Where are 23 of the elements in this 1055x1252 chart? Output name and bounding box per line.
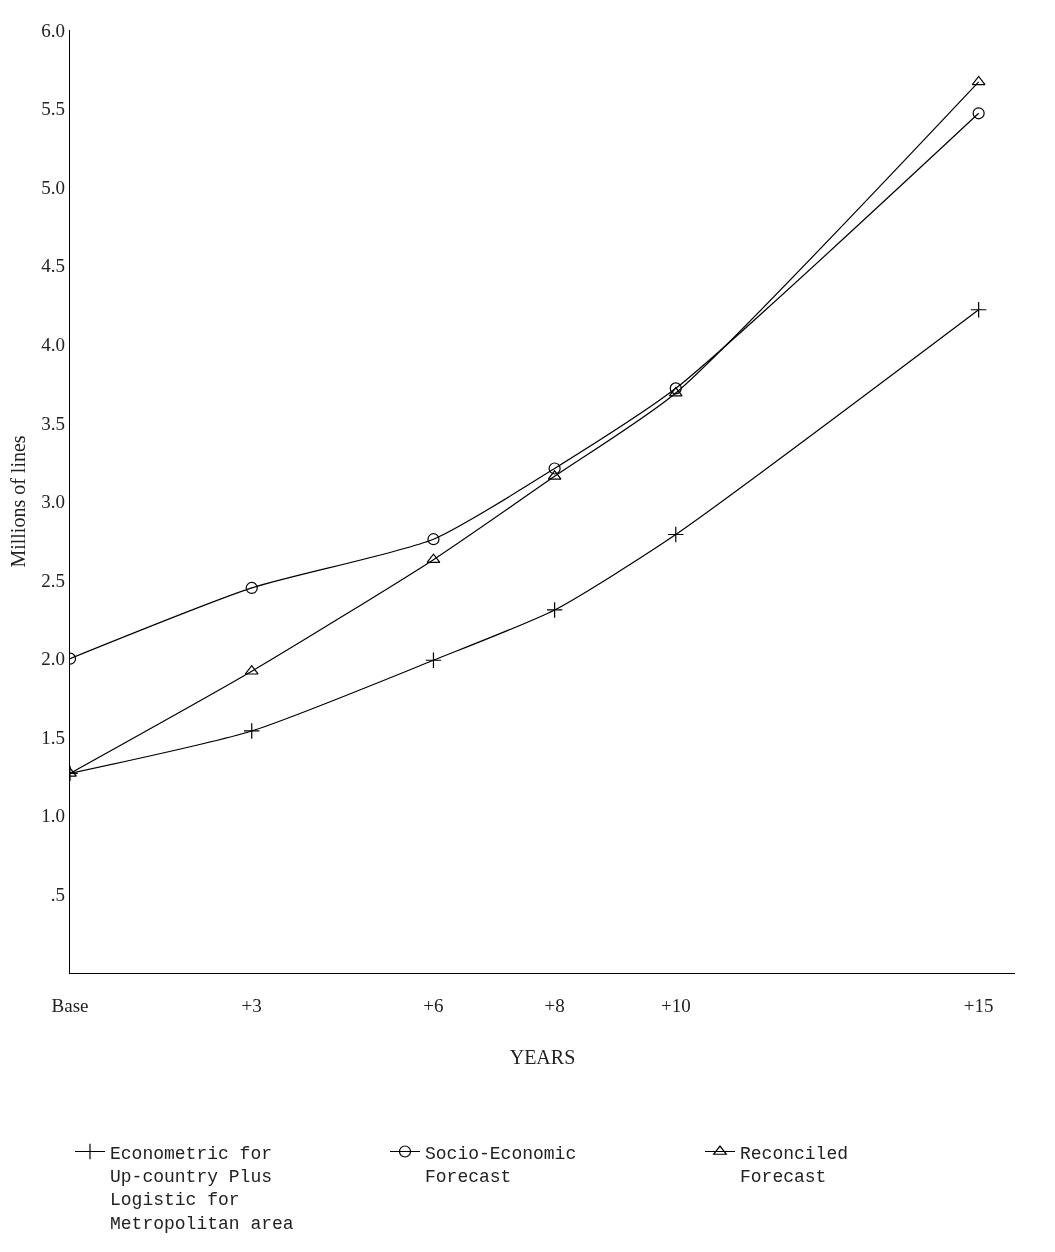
y-tick-label: 5.0 bbox=[41, 176, 66, 198]
x-tick-label: +6 bbox=[423, 994, 444, 1016]
legend-label: Econometric for Up-country Plus Logistic for Metropolitan area bbox=[110, 1143, 294, 1234]
x-axis-title: YEARS bbox=[509, 1046, 576, 1069]
x-tick-label: +8 bbox=[544, 994, 565, 1016]
y-tick-label: 4.0 bbox=[41, 333, 66, 355]
y-tick-label: 3.5 bbox=[41, 412, 66, 434]
legend-label: Reconciled Forecast bbox=[740, 1143, 849, 1187]
y-axis-title: Millions of lines bbox=[6, 435, 29, 568]
y-tick-label: 6.0 bbox=[41, 19, 66, 41]
y-tick-label: 2.0 bbox=[41, 648, 66, 670]
x-tick-label: +3 bbox=[241, 994, 262, 1016]
y-tick-label: 1.5 bbox=[41, 726, 66, 748]
x-tick-label: Base bbox=[51, 994, 89, 1016]
y-tick-label: 3.0 bbox=[41, 491, 66, 513]
x-tick-label: +10 bbox=[660, 994, 691, 1016]
legend-label: Socio-Economic Forecast bbox=[425, 1143, 577, 1187]
y-tick-label: 2.5 bbox=[41, 569, 66, 591]
x-tick-label: +15 bbox=[963, 994, 994, 1016]
y-tick-label: 1.0 bbox=[41, 805, 66, 827]
y-tick-label: 4.5 bbox=[41, 255, 66, 277]
y-tick-label: .5 bbox=[50, 884, 66, 906]
y-tick-label: 5.5 bbox=[41, 98, 66, 120]
